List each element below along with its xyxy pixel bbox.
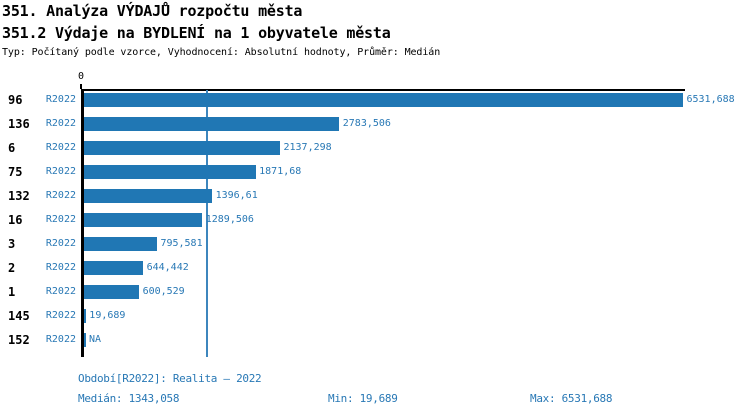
value-label: 6531,688 bbox=[686, 94, 735, 105]
bar bbox=[84, 117, 340, 131]
page-title-line2: 351.2 Výdaje na BYDLENÍ na 1 obyvatele m… bbox=[2, 24, 391, 42]
period-label: R2022 bbox=[45, 286, 76, 297]
category-label: 132 bbox=[8, 189, 30, 203]
median-line bbox=[206, 90, 209, 357]
period-label: R2022 bbox=[45, 310, 76, 321]
category-label: 152 bbox=[8, 333, 30, 347]
footer-period: Období[R2022]: Realita – 2022 bbox=[78, 372, 262, 385]
value-label: 2783,506 bbox=[342, 118, 391, 129]
bar bbox=[84, 165, 256, 179]
footer-max: Max: 6531,688 bbox=[530, 392, 613, 405]
chart-subtitle: Typ: Počítaný podle vzorce, Vyhodnocení:… bbox=[2, 47, 441, 58]
value-label: 600,529 bbox=[142, 286, 185, 297]
bar bbox=[84, 141, 280, 155]
period-label: R2022 bbox=[45, 262, 76, 273]
category-label: 136 bbox=[8, 117, 30, 131]
y-axis-spine bbox=[81, 89, 84, 357]
period-label: R2022 bbox=[45, 118, 76, 129]
period-label: R2022 bbox=[45, 166, 76, 177]
footer-median: Medián: 1343,058 bbox=[78, 392, 180, 405]
bar bbox=[84, 93, 683, 107]
category-label: 75 bbox=[8, 165, 23, 179]
x-axis-zero-tick bbox=[80, 84, 82, 89]
category-label: 145 bbox=[8, 309, 30, 323]
period-label: R2022 bbox=[45, 190, 76, 201]
bar bbox=[84, 285, 140, 299]
bar bbox=[84, 333, 86, 347]
bar bbox=[84, 261, 144, 275]
category-label: 2 bbox=[8, 261, 16, 275]
category-label: 6 bbox=[8, 141, 16, 155]
value-label: 1871,68 bbox=[259, 166, 302, 177]
x-axis-top-line bbox=[82, 89, 685, 91]
period-label: R2022 bbox=[45, 334, 76, 345]
value-label: 1396,61 bbox=[215, 190, 258, 201]
value-label: 19,689 bbox=[89, 310, 126, 321]
bar bbox=[84, 309, 86, 323]
page-title-line1: 351. Analýza VÝDAJŮ rozpočtu města bbox=[2, 2, 303, 20]
value-label: 795,581 bbox=[160, 238, 203, 249]
category-label: 1 bbox=[8, 285, 16, 299]
bar bbox=[84, 213, 203, 227]
period-label: R2022 bbox=[45, 142, 76, 153]
value-label: 1289,506 bbox=[205, 214, 254, 225]
x-axis-zero-label: 0 bbox=[77, 71, 85, 82]
value-label: 2137,298 bbox=[283, 142, 332, 153]
period-label: R2022 bbox=[45, 214, 76, 225]
category-label: 96 bbox=[8, 93, 23, 107]
period-label: R2022 bbox=[45, 238, 76, 249]
bar bbox=[84, 237, 157, 251]
category-label: 3 bbox=[8, 237, 16, 251]
value-label: 644,442 bbox=[146, 262, 189, 273]
footer-min: Min: 19,689 bbox=[328, 392, 398, 405]
period-label: R2022 bbox=[45, 94, 76, 105]
category-label: 16 bbox=[8, 213, 23, 227]
bar bbox=[84, 189, 213, 203]
value-label: NA bbox=[89, 334, 102, 345]
